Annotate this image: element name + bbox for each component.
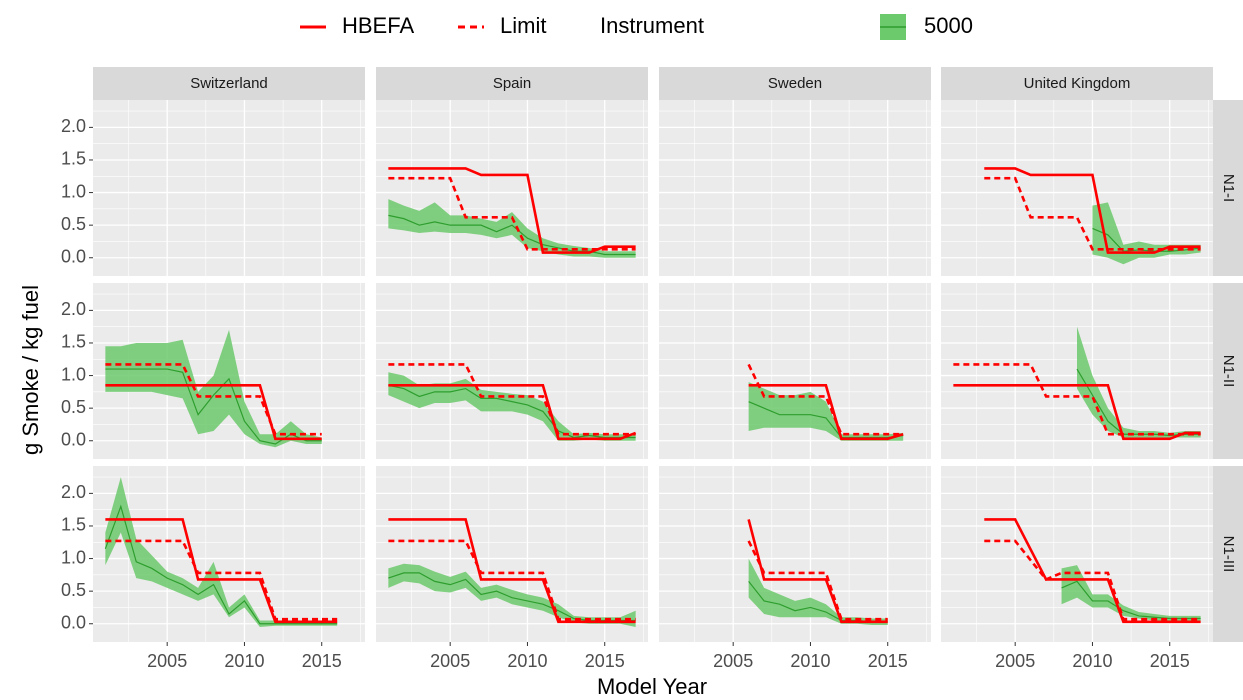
line: [388, 384, 637, 441]
y-tick-label: 0.5: [61, 580, 86, 600]
line: [388, 384, 636, 439]
x-axis-title: Model Year: [597, 674, 707, 699]
ribbon: [748, 558, 888, 626]
x-tick-label: 2005: [430, 651, 470, 671]
strip: [941, 67, 1213, 100]
y-tick-label: 2.0: [61, 116, 86, 136]
line: [984, 176, 1201, 251]
column-label: United Kingdom: [1024, 75, 1131, 92]
x-tick-label: 2010: [1072, 651, 1112, 671]
x-tick-label: 2005: [147, 651, 187, 671]
line: [748, 401, 904, 439]
strip: [1213, 100, 1243, 276]
strip: [1213, 466, 1243, 642]
legend-label: HBEFA: [342, 13, 414, 38]
line: [105, 539, 338, 621]
x-tick-label: 2010: [224, 651, 264, 671]
y-tick-label: 0.5: [61, 214, 86, 234]
y-tick-label: 1.5: [61, 515, 86, 535]
ribbon: [105, 329, 322, 448]
line: [1061, 580, 1201, 620]
legend-label: 5000: [924, 13, 973, 38]
panel-background: [659, 100, 931, 276]
y-tick-label: 0.0: [61, 429, 86, 449]
line: [984, 167, 1201, 254]
x-tick-label: 2015: [585, 651, 625, 671]
panel-background: [376, 466, 648, 642]
row-label: N1-III: [1220, 536, 1237, 573]
line: [388, 214, 636, 256]
y-tick-label: 0.0: [61, 612, 86, 632]
column-label: Sweden: [768, 75, 822, 92]
line: [388, 176, 636, 251]
line: [388, 167, 636, 254]
panel-background: [941, 466, 1213, 642]
panel-background: [659, 283, 931, 459]
y-tick-label: 0.0: [61, 246, 86, 266]
line: [953, 384, 1201, 441]
x-tick-label: 2010: [790, 651, 830, 671]
line: [104, 504, 338, 625]
ribbon: [388, 563, 636, 628]
panel-background: [93, 100, 365, 276]
strip: [659, 67, 931, 100]
line: [388, 539, 636, 621]
line: [747, 519, 888, 624]
y-tick-label: 1.0: [61, 364, 86, 384]
ribbon: [748, 382, 904, 441]
column-label: Switzerland: [190, 75, 268, 92]
strip: [376, 67, 648, 100]
line: [105, 368, 322, 445]
strip: [93, 67, 365, 100]
ribbon: [105, 477, 338, 628]
line: [388, 363, 636, 436]
y-tick-label: 2.0: [61, 482, 86, 502]
line: [748, 384, 904, 441]
ribbon: [388, 372, 636, 441]
y-tick-label: 1.0: [61, 181, 86, 201]
y-tick-label: 2.0: [61, 299, 86, 319]
y-tick-label: 1.5: [61, 332, 86, 352]
legend-label: Limit: [500, 13, 546, 38]
row-label: N1-I: [1220, 174, 1237, 202]
line: [105, 363, 322, 436]
strip: [1213, 283, 1243, 459]
x-tick-label: 2005: [995, 651, 1035, 671]
row-label: N1-II: [1220, 355, 1237, 388]
line: [984, 518, 1201, 624]
line: [388, 518, 636, 624]
legend-title: Instrument: [600, 13, 704, 38]
y-tick-label: 1.0: [61, 547, 86, 567]
ribbon: [388, 199, 636, 258]
line: [388, 572, 636, 622]
ribbon: [1077, 326, 1201, 438]
y-axis-title: g Smoke / kg fuel: [18, 285, 43, 455]
x-tick-label: 2015: [1150, 651, 1190, 671]
line: [105, 384, 322, 441]
line: [105, 518, 338, 624]
x-tick-label: 2005: [713, 651, 753, 671]
x-tick-label: 2015: [868, 651, 908, 671]
x-tick-label: 2015: [302, 651, 342, 671]
column-label: Spain: [493, 75, 531, 92]
y-tick-label: 1.5: [61, 149, 86, 169]
ribbon: [1061, 565, 1201, 621]
panel-background: [376, 283, 648, 459]
y-tick-label: 0.5: [61, 397, 86, 417]
x-tick-label: 2010: [507, 651, 547, 671]
